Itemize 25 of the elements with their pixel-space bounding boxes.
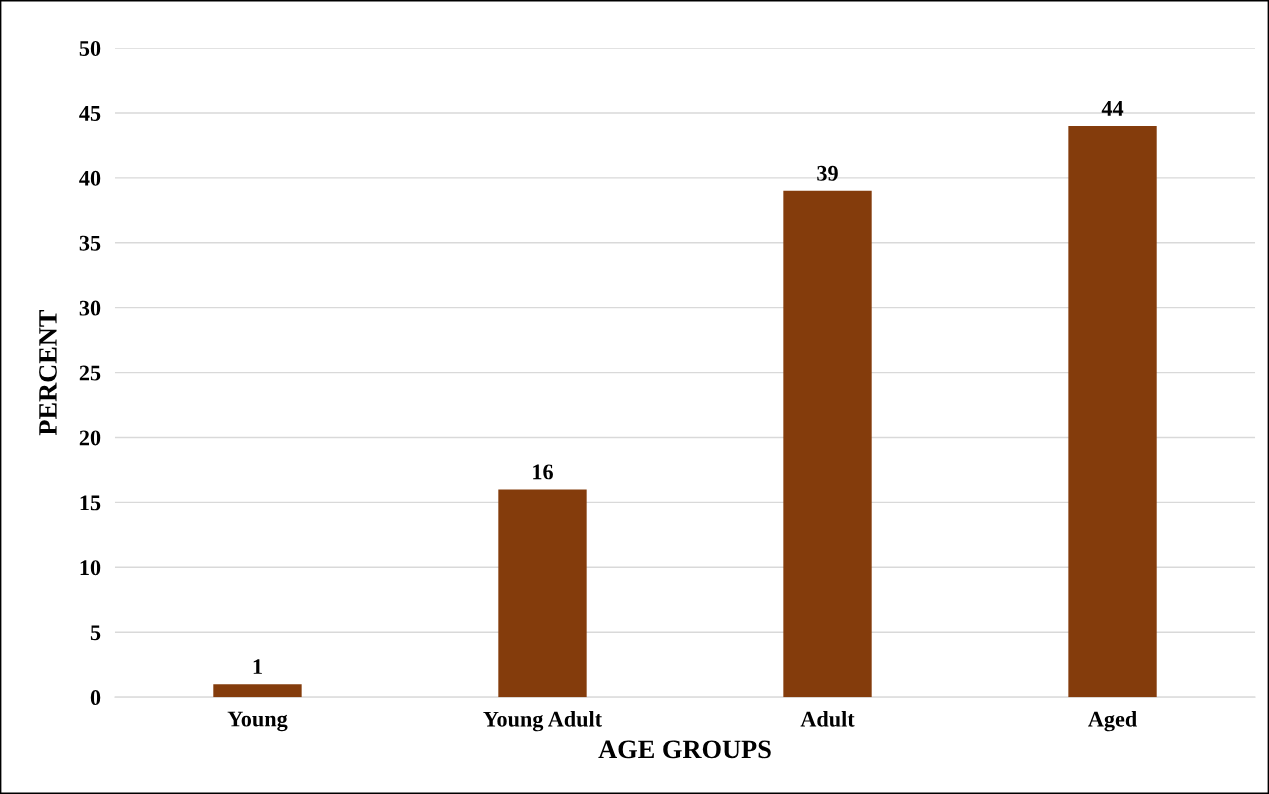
y-tick-label: 50 xyxy=(79,40,101,56)
y-tick-label: 45 xyxy=(79,106,101,121)
data-label: 1 xyxy=(253,659,262,674)
x-tick-label: Young xyxy=(227,711,288,732)
bar xyxy=(1068,125,1157,698)
y-axis-title: PERCENT xyxy=(39,309,57,436)
data-label: 16 xyxy=(533,464,553,480)
bar xyxy=(783,190,872,698)
y-tick-label: 30 xyxy=(79,300,101,316)
y-tick-label: 40 xyxy=(79,170,101,186)
y-tick-label: 15 xyxy=(80,495,101,511)
bar xyxy=(498,489,587,698)
x-tick-label: Aged xyxy=(1088,711,1137,732)
x-tick-label: Young Adult xyxy=(483,711,602,732)
data-label: 39 xyxy=(817,165,838,181)
y-tick-label: 5 xyxy=(90,625,101,641)
y-tick-label: 25 xyxy=(79,365,101,381)
x-tick-label: Adult xyxy=(800,711,855,727)
bar xyxy=(213,684,302,698)
x-axis-title: AGE GROUPS xyxy=(598,740,771,759)
y-tick-label: 35 xyxy=(79,235,101,251)
y-tick-label: 20 xyxy=(79,430,101,446)
y-tick-label: 10 xyxy=(80,560,101,576)
y-tick-label: 0 xyxy=(90,690,101,706)
data-label: 44 xyxy=(1101,101,1124,116)
